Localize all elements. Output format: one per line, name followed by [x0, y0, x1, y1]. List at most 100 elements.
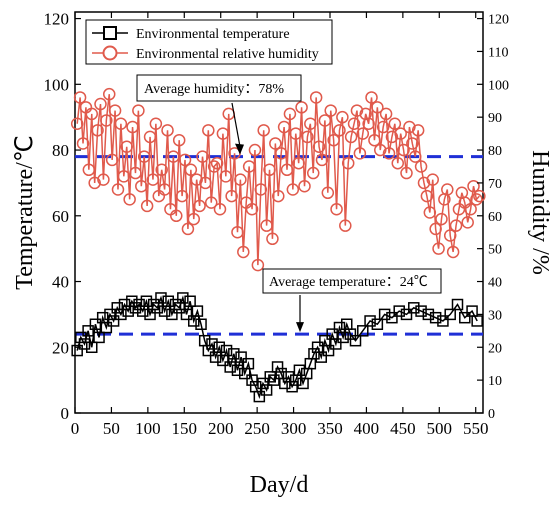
data-point — [75, 331, 87, 344]
data-point — [210, 156, 224, 170]
data-point — [213, 202, 227, 216]
data-point — [114, 117, 128, 131]
annotation-humidity: Average humidity：78% — [144, 82, 284, 97]
annotation-humidity-arrowhead — [235, 143, 244, 155]
data-point — [111, 302, 124, 314]
data-point — [378, 308, 391, 321]
data-point — [388, 117, 402, 131]
legend-item: Environmental relative humidity — [92, 45, 319, 62]
data-point — [263, 163, 276, 177]
data-point — [97, 173, 110, 186]
data-point — [374, 143, 387, 157]
data-point — [202, 344, 215, 357]
data-point — [108, 104, 122, 117]
data-point — [264, 371, 277, 383]
data-point — [322, 344, 335, 357]
data-point — [324, 104, 337, 117]
data-point — [400, 166, 413, 180]
data-point — [246, 374, 258, 386]
data-point — [423, 206, 437, 219]
y-right-tick-label: 20 — [488, 341, 502, 356]
data-point — [306, 166, 320, 180]
data-point — [207, 160, 221, 173]
data-point — [312, 140, 326, 154]
data-point — [172, 133, 186, 147]
data-point — [93, 331, 105, 344]
y-right-tick-label: 10 — [488, 374, 502, 389]
data-point — [371, 318, 384, 331]
legend: Environmental temperature Environmental r… — [85, 19, 333, 65]
x-tick-label: 300 — [281, 419, 307, 438]
data-point — [76, 137, 90, 150]
data-point — [470, 193, 483, 206]
data-point — [162, 295, 175, 307]
data-point — [347, 117, 361, 131]
data-point — [403, 120, 416, 134]
data-point — [426, 173, 439, 186]
x-tick-label: 350 — [317, 419, 343, 438]
data-point — [411, 124, 425, 137]
data-point — [137, 150, 151, 163]
data-point — [330, 202, 343, 216]
data-point — [126, 120, 139, 134]
data-point — [277, 120, 291, 134]
data-point — [309, 91, 323, 104]
legend-marker — [102, 45, 118, 61]
data-point — [350, 104, 364, 117]
data-point — [82, 325, 94, 337]
x-tick-label: 50 — [103, 419, 120, 438]
data-point — [357, 325, 369, 337]
data-point — [167, 150, 180, 163]
y-right-tick-label: 50 — [488, 243, 502, 258]
y-left-tick-label: 120 — [44, 10, 70, 29]
data-point — [219, 170, 233, 183]
y-right-tick-label: 120 — [488, 13, 509, 28]
data-point — [268, 374, 280, 386]
data-point — [181, 222, 195, 236]
x-tick-label: 0 — [71, 419, 80, 438]
data-point — [422, 308, 435, 321]
y-left-tick-label: 20 — [52, 338, 69, 357]
x-axis-label: Day/d — [250, 472, 309, 498]
data-point — [135, 179, 148, 193]
x-tick-label: 400 — [354, 419, 380, 438]
annotation-temperature: Average temperature：24℃ — [269, 275, 428, 290]
data-point — [78, 338, 91, 350]
y-left-tick-label: 40 — [52, 273, 69, 292]
annotation-humidity-arrow — [231, 102, 241, 147]
data-point — [191, 305, 204, 317]
data-point — [104, 308, 116, 321]
data-point — [349, 334, 362, 347]
y-right-tick-label: 70 — [488, 177, 502, 192]
data-point — [248, 143, 262, 157]
data-point — [129, 166, 142, 180]
data-point — [184, 295, 196, 307]
data-point — [432, 242, 445, 255]
data-point — [184, 163, 198, 177]
data-point — [213, 341, 226, 354]
data-point — [111, 183, 125, 196]
data-point — [459, 311, 471, 324]
data-point — [71, 344, 83, 357]
data-point — [446, 245, 460, 259]
data-point — [356, 127, 370, 140]
y-right-tick-label: 40 — [488, 276, 502, 291]
data-point — [376, 120, 390, 134]
data-point — [272, 189, 285, 203]
data-point — [242, 357, 255, 370]
y-right-tick-label: 60 — [488, 210, 502, 225]
y-left-tick-label: 60 — [52, 207, 69, 226]
data-point — [393, 305, 405, 317]
data-point — [190, 173, 203, 186]
data-point — [237, 245, 250, 259]
data-point — [133, 298, 145, 311]
data-point — [406, 137, 419, 150]
data-point — [266, 232, 279, 246]
data-point — [353, 147, 367, 160]
y-right-tick-label: 0 — [488, 407, 495, 422]
data-point — [235, 351, 247, 363]
data-point — [293, 364, 306, 377]
data-point — [254, 183, 268, 196]
x-tick-label: 550 — [463, 419, 489, 438]
